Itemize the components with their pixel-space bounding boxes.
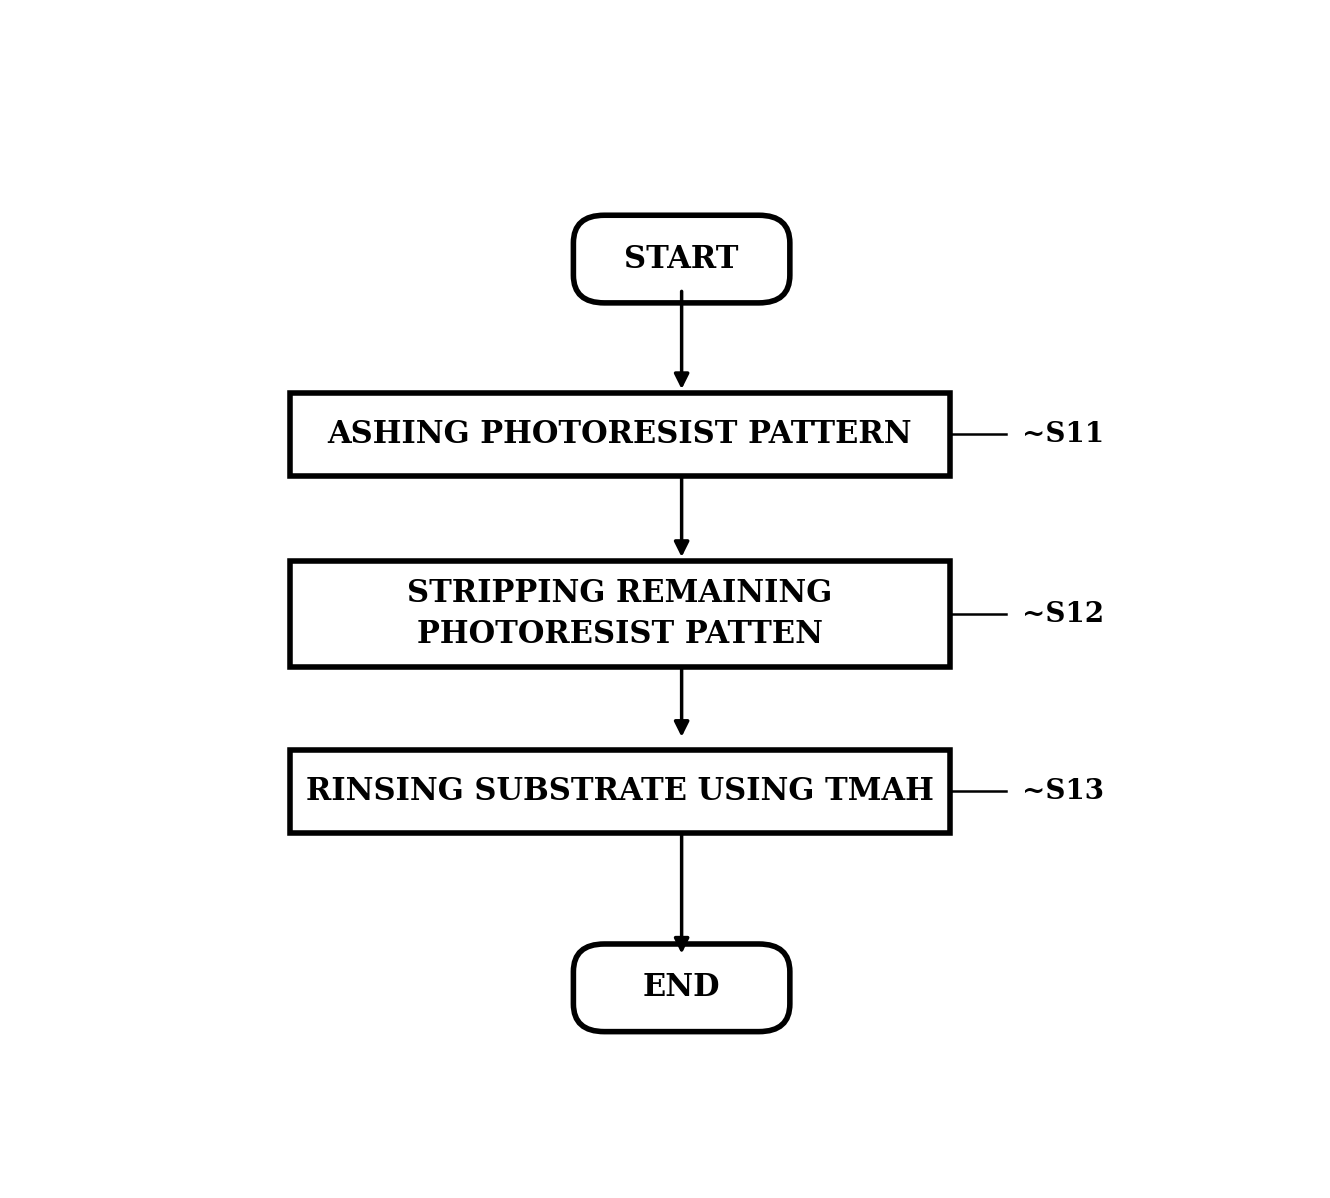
Text: RINSING SUBSTRATE USING TMAH: RINSING SUBSTRATE USING TMAH	[306, 776, 934, 806]
Text: END: END	[642, 973, 721, 1003]
FancyBboxPatch shape	[290, 561, 950, 667]
FancyBboxPatch shape	[573, 944, 790, 1031]
FancyBboxPatch shape	[573, 216, 790, 303]
Text: ASHING PHOTORESIST PATTERN: ASHING PHOTORESIST PATTERN	[327, 419, 912, 449]
Text: ~S13: ~S13	[1021, 778, 1104, 805]
Text: STRIPPING REMAINING
PHOTORESIST PATTEN: STRIPPING REMAINING PHOTORESIST PATTEN	[407, 579, 833, 651]
Text: START: START	[624, 243, 739, 274]
Text: ~S12: ~S12	[1021, 600, 1104, 628]
Text: ~S11: ~S11	[1021, 420, 1104, 448]
FancyBboxPatch shape	[290, 393, 950, 476]
FancyBboxPatch shape	[290, 750, 950, 833]
